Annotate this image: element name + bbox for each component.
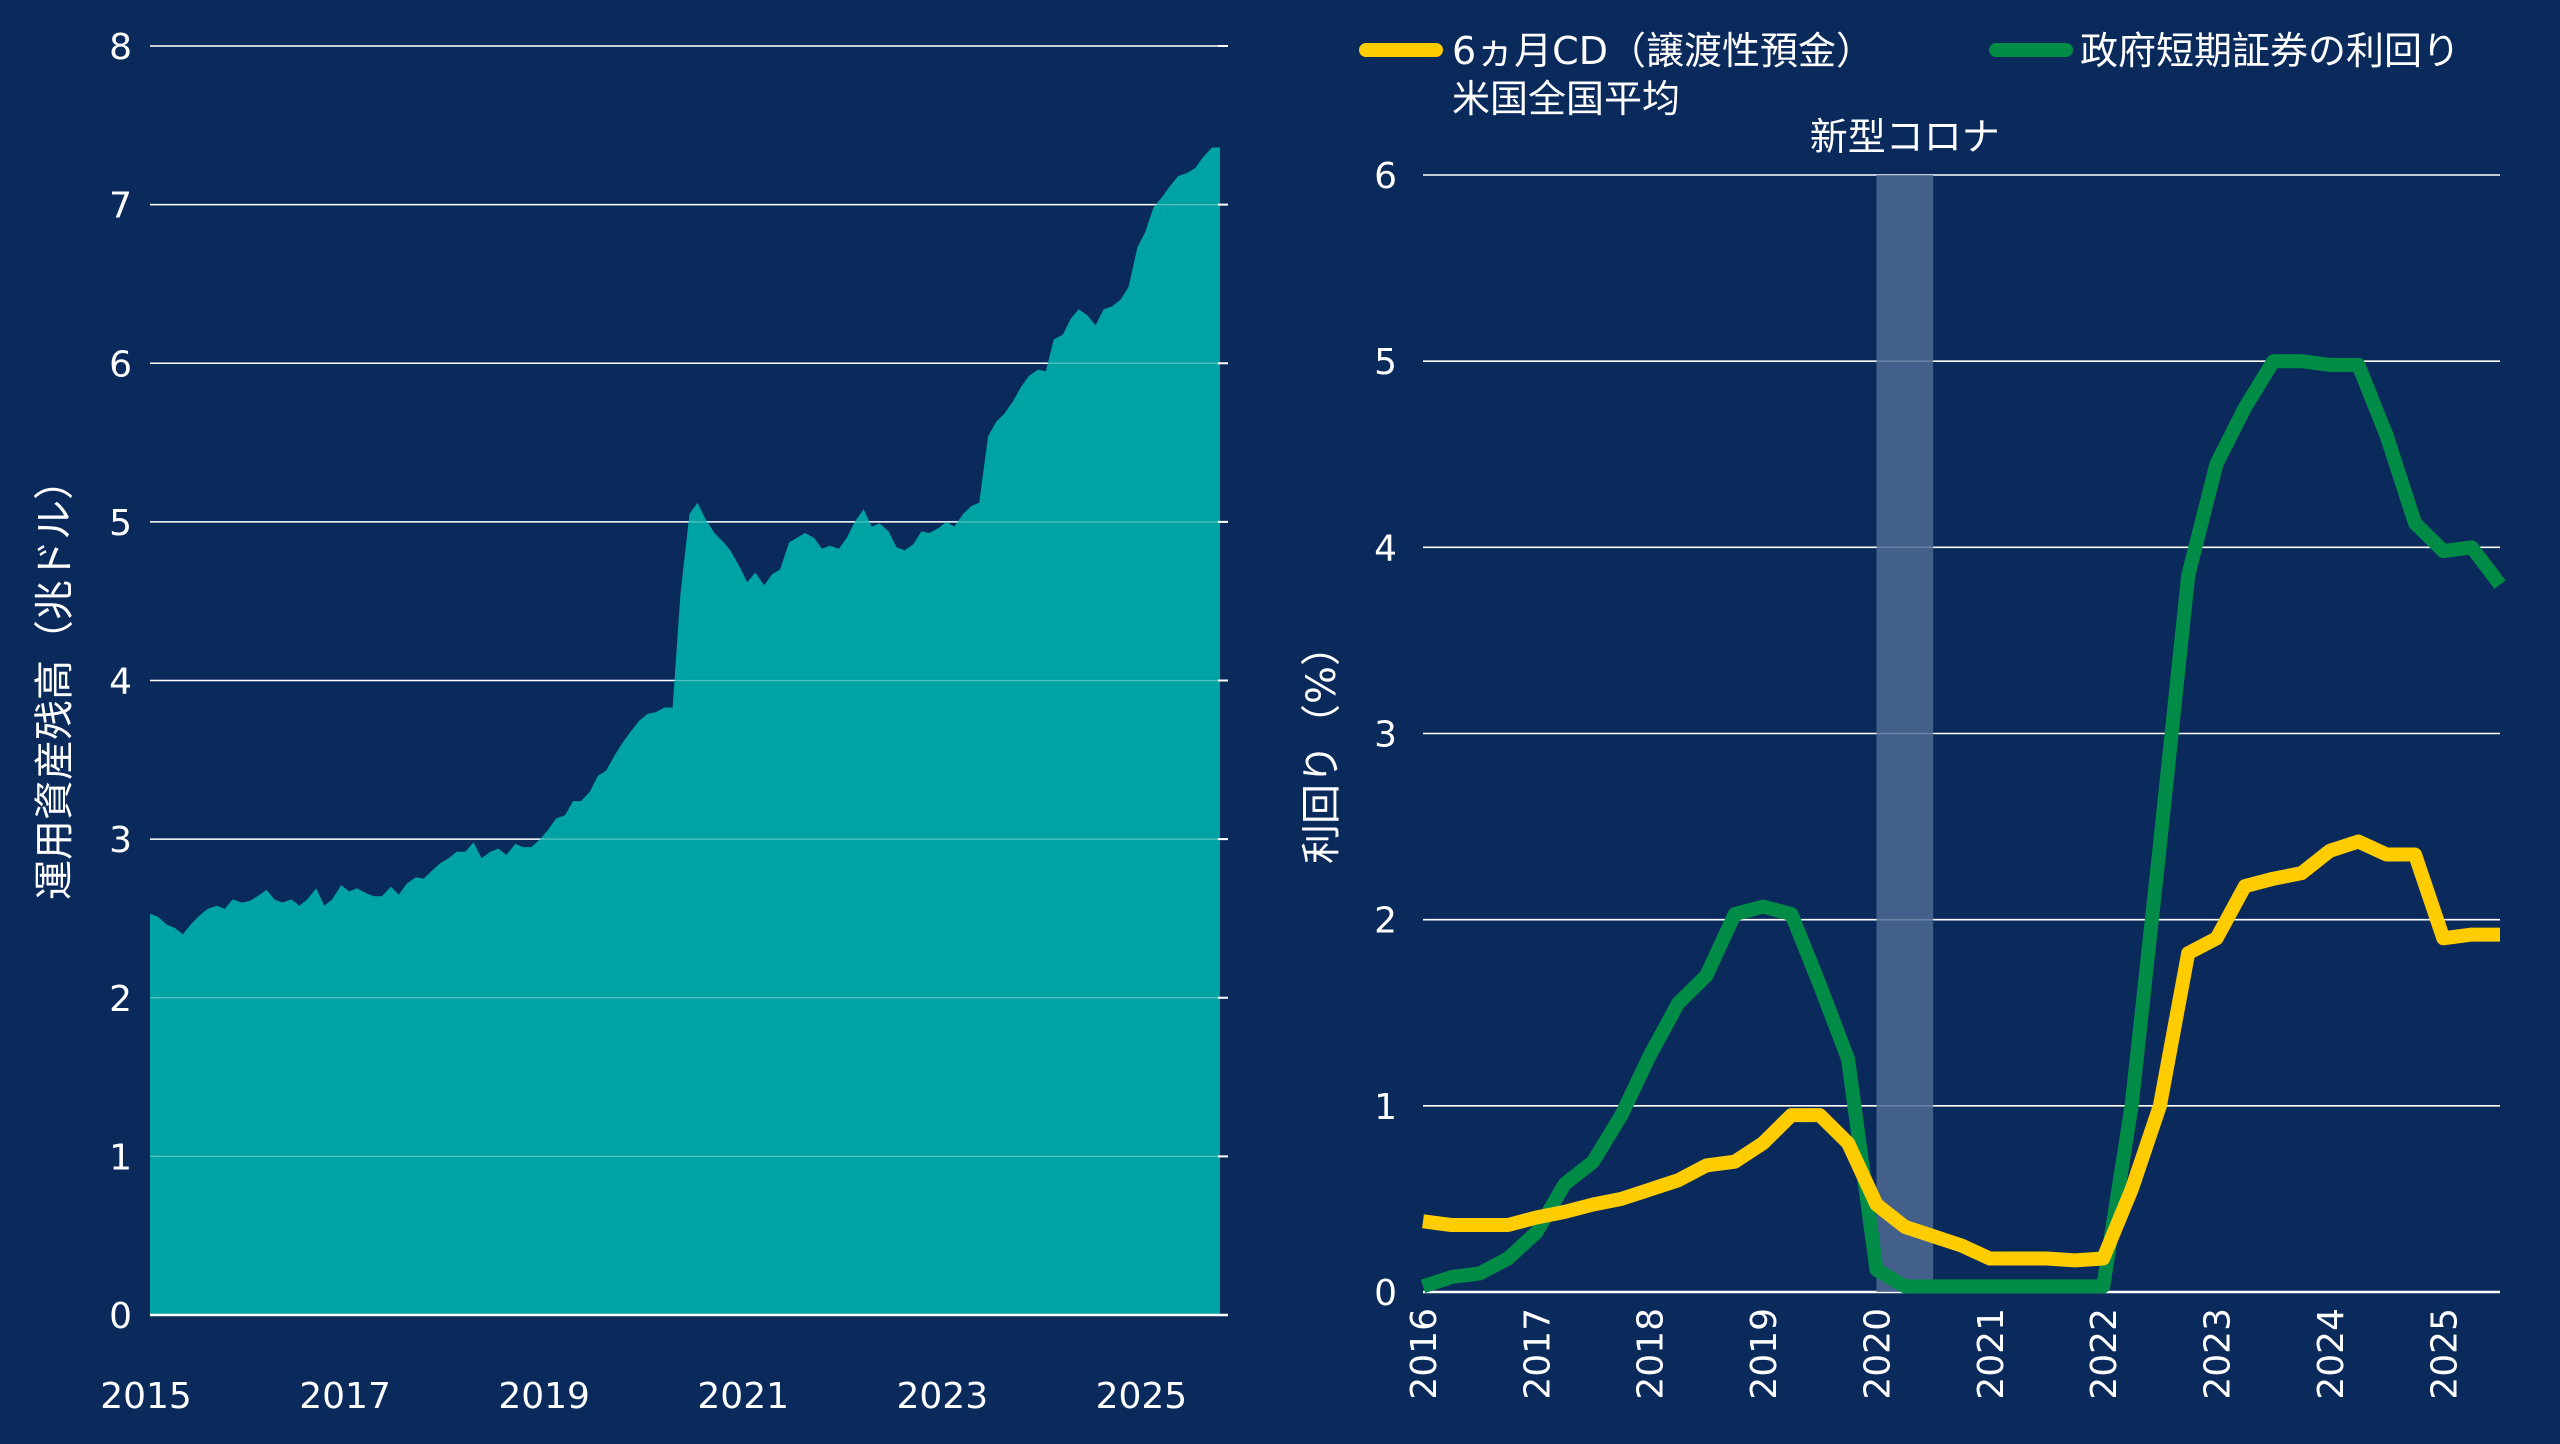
legend: 6ヵ月CD（譲渡性預金） 米国全国平均 政府短期証券の利回り [1359,29,2460,121]
right-x-tick-label: 2020 [1857,1308,1898,1400]
right-x-tick-label: 2016 [1404,1308,1445,1400]
left-y-tick-label: 0 [109,1296,132,1337]
tbill-yield-line [1420,354,2506,1294]
legend-label-cd-line1: 6ヵ月CD（譲渡性預金） [1452,29,1874,73]
covid-annotation-label: 新型コロナ [1810,115,2000,159]
right-y-tick-label: 3 [1374,715,1397,756]
left-y-tick-label: 4 [109,662,132,703]
right-x-tick-label: 2023 [2198,1308,2239,1400]
legend-label-cd-line2: 米国全国平均 [1452,77,1680,121]
left-y-tick-label: 5 [109,503,132,544]
left-y-tick-label: 1 [109,1137,132,1178]
left-x-tick-label: 2019 [498,1376,590,1417]
right-y-tick-label: 6 [1374,156,1397,197]
assets-area-series [150,147,1220,1315]
right-y-tick-label: 0 [1374,1273,1397,1314]
left-y-tick-label: 2 [109,979,132,1020]
right-x-tick-label: 2021 [1971,1308,2012,1400]
right-y-tick-label: 4 [1374,528,1397,569]
left-y-tick-label: 3 [109,820,132,861]
right-y-axis-label: 利回り（%） [1299,626,1345,864]
right-y-tick-label: 2 [1374,901,1397,942]
right-x-tick-label: 2018 [1631,1308,1672,1400]
right-y-tick-label: 5 [1374,342,1397,383]
left-y-tick-label: 7 [109,186,132,227]
right-x-tick-label: 2017 [1517,1308,1558,1400]
right-x-tick-label: 2022 [2084,1308,2125,1400]
left-y-tick-label: 8 [109,27,132,68]
left-area-chart: 0 1 2 3 4 5 6 7 8 2015 2017 2019 2021 2023 2025 運用資産残… [32,27,1228,1417]
left-y-tick-label: 6 [109,344,132,385]
right-x-tick-label: 2019 [1744,1308,1785,1400]
right-x-tick-label: 2025 [2424,1308,2465,1400]
right-x-tick-label: 2024 [2311,1308,2352,1400]
left-x-tick-label: 2015 [100,1376,192,1417]
right-y-tick-label: 1 [1374,1087,1397,1128]
legend-label-tbill: 政府短期証券の利回り [2080,29,2460,73]
left-y-axis-label: 運用資産残高（兆ドル） [32,460,78,900]
left-x-tick-label: 2017 [299,1376,391,1417]
cd-yield-line [1422,834,2500,1268]
left-x-tick-label: 2021 [697,1376,789,1417]
left-x-tick-label: 2025 [1096,1376,1188,1417]
right-line-chart: 新型コロナ 0 1 2 3 4 5 6 2016 2017 2018 2019 2020 2021 20… [1299,29,2506,1400]
left-x-tick-label: 2023 [896,1376,988,1417]
covid-shaded-band [1876,175,1934,1292]
